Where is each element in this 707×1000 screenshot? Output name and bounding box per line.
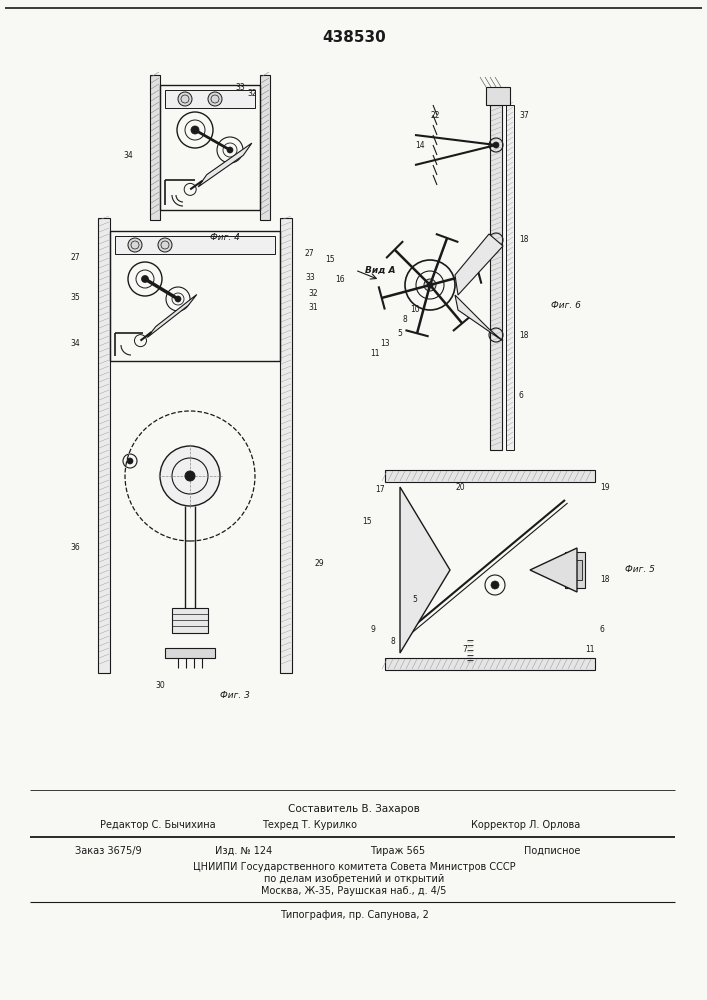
Circle shape bbox=[160, 446, 220, 506]
Text: Заказ 3675/9: Заказ 3675/9 bbox=[75, 846, 141, 856]
Circle shape bbox=[158, 238, 172, 252]
Polygon shape bbox=[198, 143, 252, 187]
Text: 5: 5 bbox=[397, 328, 402, 338]
Text: 6: 6 bbox=[600, 626, 605, 635]
Bar bbox=[565, 552, 585, 588]
Text: 10: 10 bbox=[410, 306, 420, 314]
Circle shape bbox=[185, 471, 195, 481]
Circle shape bbox=[141, 275, 148, 282]
Text: 7: 7 bbox=[462, 646, 467, 654]
Text: Фиг. 6: Фиг. 6 bbox=[551, 300, 581, 310]
Text: 16: 16 bbox=[335, 275, 345, 284]
Text: 34: 34 bbox=[123, 150, 133, 159]
Text: ЦНИИПИ Государственного комитета Совета Министров СССР: ЦНИИПИ Государственного комитета Совета … bbox=[193, 862, 515, 872]
Text: 22: 22 bbox=[431, 110, 440, 119]
Polygon shape bbox=[530, 548, 577, 592]
Bar bbox=[150, 75, 160, 220]
Text: Фиг. 4: Фиг. 4 bbox=[210, 232, 240, 241]
Circle shape bbox=[191, 126, 199, 134]
Text: 35: 35 bbox=[70, 294, 80, 302]
Text: 18: 18 bbox=[519, 330, 529, 340]
Text: Редактор С. Бычихина: Редактор С. Бычихина bbox=[100, 820, 216, 830]
Bar bbox=[165, 90, 255, 108]
Bar bbox=[160, 85, 260, 210]
Text: 17: 17 bbox=[375, 486, 385, 494]
Text: 6: 6 bbox=[519, 390, 524, 399]
Text: 20: 20 bbox=[455, 484, 464, 492]
Polygon shape bbox=[400, 487, 450, 653]
Text: Тираж 565: Тираж 565 bbox=[370, 846, 425, 856]
Text: 5: 5 bbox=[413, 595, 417, 604]
Text: 30: 30 bbox=[155, 680, 165, 690]
Text: 29: 29 bbox=[315, 558, 325, 568]
Circle shape bbox=[493, 142, 499, 148]
Text: Типография, пр. Сапунова, 2: Типография, пр. Сапунова, 2 bbox=[279, 910, 428, 920]
Polygon shape bbox=[455, 295, 503, 341]
Bar bbox=[385, 658, 595, 670]
Text: 11: 11 bbox=[370, 349, 380, 358]
Bar bbox=[110, 231, 280, 361]
Text: 9: 9 bbox=[370, 626, 375, 635]
Circle shape bbox=[178, 92, 192, 106]
Text: 13: 13 bbox=[380, 338, 390, 348]
Bar bbox=[98, 218, 110, 673]
Text: 8: 8 bbox=[391, 638, 395, 647]
Text: Составитель В. Захаров: Составитель В. Захаров bbox=[288, 804, 420, 814]
Text: Подписное: Подписное bbox=[524, 846, 580, 856]
Circle shape bbox=[127, 458, 133, 464]
Circle shape bbox=[208, 92, 222, 106]
Text: 27: 27 bbox=[70, 253, 80, 262]
Bar bbox=[490, 105, 502, 450]
Bar bbox=[486, 87, 510, 105]
Text: 11: 11 bbox=[585, 646, 595, 654]
Text: 18: 18 bbox=[600, 576, 609, 584]
Circle shape bbox=[427, 282, 433, 288]
Text: 32: 32 bbox=[247, 89, 257, 98]
Bar bbox=[568, 560, 582, 580]
Circle shape bbox=[491, 581, 499, 589]
Bar bbox=[115, 236, 275, 254]
Text: Вид А: Вид А bbox=[365, 265, 395, 274]
Bar bbox=[385, 470, 595, 482]
Bar bbox=[280, 218, 292, 673]
Text: 19: 19 bbox=[600, 484, 609, 492]
Text: Фиг. 3: Фиг. 3 bbox=[220, 690, 250, 700]
Text: 8: 8 bbox=[402, 316, 407, 324]
Text: 37: 37 bbox=[519, 110, 529, 119]
Text: Техред Т. Курилко: Техред Т. Курилко bbox=[262, 820, 358, 830]
Text: 31: 31 bbox=[308, 304, 317, 312]
Text: 14: 14 bbox=[415, 140, 425, 149]
Bar bbox=[165, 648, 215, 658]
Text: Москва, Ж-35, Раушская наб., д. 4/5: Москва, Ж-35, Раушская наб., д. 4/5 bbox=[262, 886, 447, 896]
Text: 18: 18 bbox=[519, 235, 529, 244]
Text: 32: 32 bbox=[308, 288, 317, 298]
Text: 33: 33 bbox=[235, 83, 245, 92]
Text: Фиг. 5: Фиг. 5 bbox=[625, 566, 655, 574]
Text: 33: 33 bbox=[305, 273, 315, 282]
Circle shape bbox=[128, 238, 142, 252]
Text: 438530: 438530 bbox=[322, 30, 386, 45]
Text: 15: 15 bbox=[325, 255, 335, 264]
Text: 15: 15 bbox=[362, 518, 372, 526]
Circle shape bbox=[424, 279, 436, 291]
Polygon shape bbox=[147, 294, 197, 338]
Text: Корректор Л. Орлова: Корректор Л. Орлова bbox=[471, 820, 580, 830]
Bar bbox=[172, 608, 208, 633]
Bar bbox=[260, 75, 270, 220]
Text: Изд. № 124: Изд. № 124 bbox=[215, 846, 272, 856]
Text: по делам изобретений и открытий: по делам изобретений и открытий bbox=[264, 874, 444, 884]
Text: 36: 36 bbox=[70, 544, 80, 552]
Text: 34: 34 bbox=[70, 338, 80, 348]
Bar bbox=[506, 105, 514, 450]
Polygon shape bbox=[455, 234, 503, 295]
Circle shape bbox=[175, 296, 181, 302]
Circle shape bbox=[227, 147, 233, 153]
Text: 27: 27 bbox=[305, 248, 315, 257]
